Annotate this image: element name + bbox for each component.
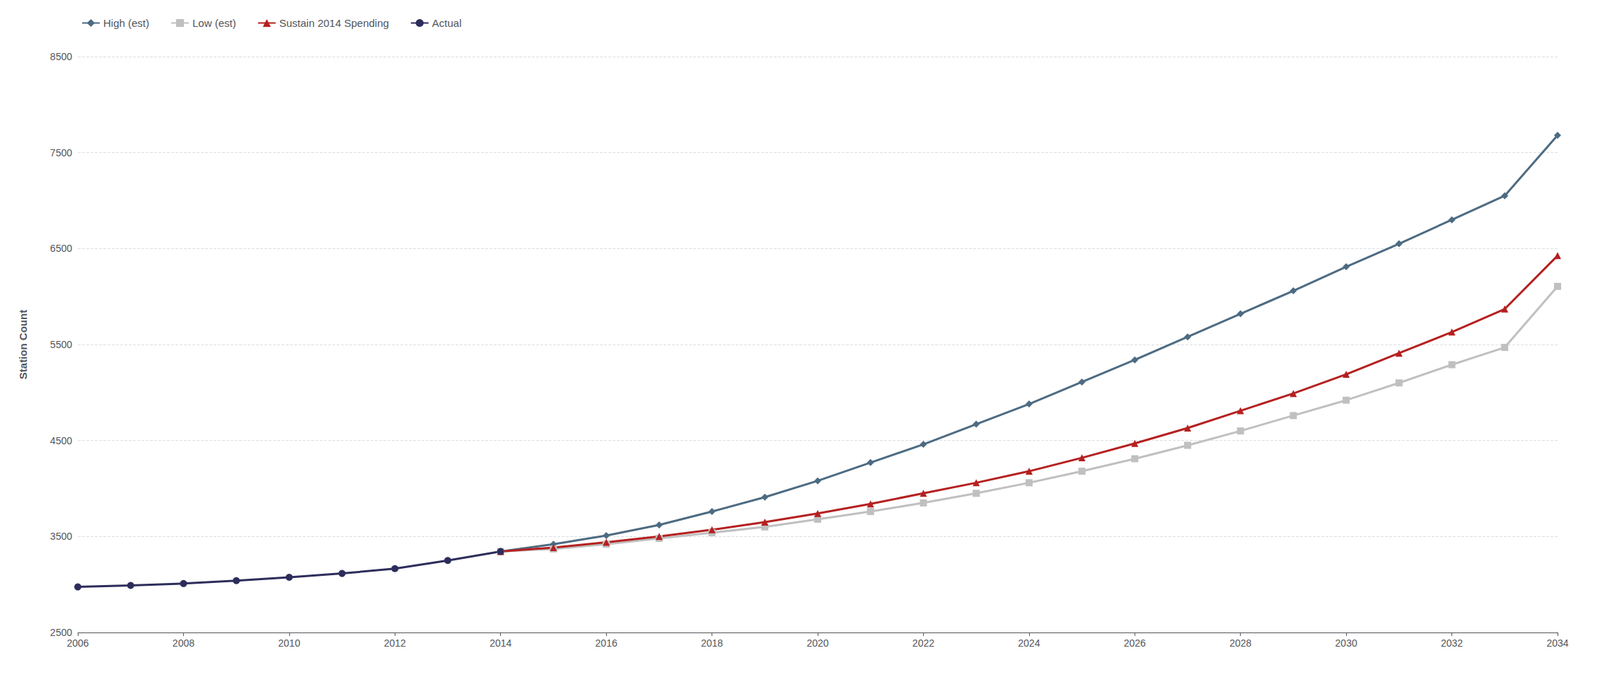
svg-text:2008: 2008 (172, 637, 195, 649)
svg-text:2014: 2014 (489, 637, 512, 649)
svg-text:2022: 2022 (912, 637, 935, 649)
svg-text:2026: 2026 (1123, 637, 1146, 649)
svg-text:2010: 2010 (277, 637, 300, 649)
svg-text:Sustain 2014 Spending: Sustain 2014 Spending (279, 16, 390, 30)
svg-text:2006: 2006 (66, 637, 89, 649)
svg-text:7500: 7500 (50, 147, 73, 159)
svg-text:2028: 2028 (1229, 637, 1252, 649)
svg-text:Station Count: Station Count (16, 309, 30, 380)
svg-text:2500: 2500 (50, 626, 73, 639)
svg-text:2018: 2018 (700, 637, 723, 649)
svg-text:2016: 2016 (595, 637, 618, 649)
svg-text:2020: 2020 (806, 637, 829, 649)
svg-text:5500: 5500 (50, 338, 73, 351)
svg-text:2030: 2030 (1335, 637, 1358, 649)
svg-text:2024: 2024 (1017, 637, 1040, 649)
svg-text:High (est): High (est) (103, 16, 150, 30)
svg-text:6500: 6500 (50, 242, 73, 254)
svg-text:3500: 3500 (50, 530, 73, 542)
svg-text:Low (est): Low (est) (192, 16, 237, 30)
svg-text:2012: 2012 (384, 637, 407, 649)
svg-text:8500: 8500 (50, 50, 73, 63)
svg-text:2032: 2032 (1440, 637, 1463, 649)
svg-text:4500: 4500 (50, 435, 73, 447)
svg-text:2034: 2034 (1546, 637, 1569, 649)
svg-text:Actual: Actual (432, 16, 462, 30)
